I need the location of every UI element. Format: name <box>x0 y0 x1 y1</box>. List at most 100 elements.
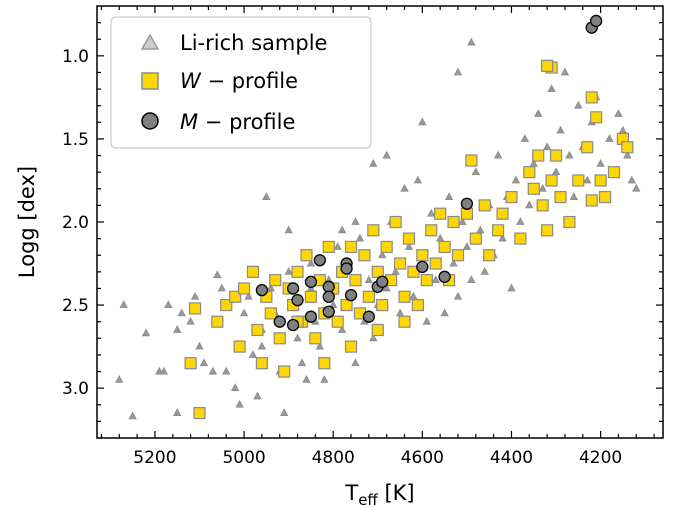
li-rich-point <box>511 175 521 184</box>
li-rich-point <box>453 67 463 76</box>
li-rich-point <box>547 84 556 92</box>
x-tick-label: 5200 <box>133 448 176 468</box>
w-profile-point <box>193 406 206 420</box>
w-profile-point <box>273 332 286 345</box>
li-rich-point <box>297 358 307 367</box>
li-rich-point <box>208 366 218 375</box>
w-profile-point <box>438 240 451 254</box>
li-rich-point <box>444 192 454 200</box>
li-rich-point <box>569 192 579 200</box>
li-rich-point <box>315 341 325 350</box>
w-profile-point <box>322 240 335 254</box>
m-profile-point <box>255 283 269 297</box>
w-profile-point <box>233 340 246 353</box>
y-axis-ticks: 1.0 1.5 2.0 2.5 3.0 <box>62 22 663 422</box>
w-profile-point <box>411 298 424 312</box>
m-profile-point <box>322 305 335 318</box>
li-rich-point <box>574 100 583 109</box>
li-rich-point <box>257 341 267 350</box>
li-rich-point <box>217 283 226 292</box>
li-rich-point <box>369 333 378 342</box>
w-profile-point <box>309 332 322 345</box>
li-rich-point <box>337 325 347 333</box>
m-profile-point <box>304 310 318 323</box>
x-tick-label: 5000 <box>222 448 265 468</box>
li-rich-point <box>409 291 418 300</box>
w-profile-point <box>527 182 540 195</box>
li-rich-point <box>427 208 436 217</box>
li-rich-point <box>306 258 316 267</box>
m-profile-point <box>340 262 353 275</box>
w-profile-point <box>541 224 554 237</box>
w-profile-point <box>478 199 491 212</box>
li-rich-point <box>583 175 592 184</box>
w-profile-point <box>585 91 598 104</box>
legend-label-m: M − profile <box>180 110 295 134</box>
legend-label-w: W − profile <box>180 69 298 93</box>
li-rich-point <box>556 125 565 134</box>
m-profile-point <box>344 288 358 302</box>
li-rich-point <box>627 175 636 184</box>
m-profile-point <box>438 270 451 283</box>
w-profile-point <box>594 174 607 187</box>
w-profile-point <box>590 111 603 124</box>
m-profile-point <box>416 260 429 274</box>
li-rich-point <box>115 375 124 383</box>
li-rich-point <box>418 117 427 126</box>
li-rich-point <box>618 125 628 134</box>
li-rich-point <box>333 242 342 250</box>
li-rich-point <box>284 267 293 275</box>
m-profile-point <box>460 197 474 210</box>
li-rich-point <box>413 175 423 184</box>
li-rich-point <box>440 308 449 317</box>
legend-marker-w <box>141 72 159 90</box>
w-profile-point <box>380 240 393 254</box>
w-profile-point <box>362 290 375 303</box>
w-profile-point <box>184 357 197 370</box>
w-profile-point <box>389 215 402 229</box>
li-rich-point <box>476 225 485 234</box>
li-rich-point <box>159 366 169 375</box>
w-profile-point <box>545 174 558 187</box>
li-rich-point <box>199 358 209 367</box>
w-profile-point <box>371 265 384 278</box>
w-profile-point <box>255 357 268 370</box>
li-rich-point <box>520 134 530 142</box>
x-axis-label: Teff [K] <box>344 481 414 507</box>
legend-marker-m <box>141 112 159 130</box>
w-profile-point <box>349 274 362 287</box>
y-tick-label: 2.5 <box>62 296 89 316</box>
li-rich-point <box>400 183 409 192</box>
y-tick-label: 2.0 <box>62 213 89 233</box>
li-rich-point <box>538 183 547 192</box>
w-profile-point <box>496 207 509 220</box>
w-profile-point <box>398 315 411 328</box>
w-profile-point <box>492 224 505 237</box>
li-rich-point <box>395 308 405 317</box>
w-profile-point <box>393 257 407 270</box>
w-profile-point <box>469 232 482 245</box>
w-profile-point <box>523 166 536 179</box>
w-profile-point <box>598 190 612 204</box>
li-rich-point <box>525 200 534 209</box>
w-profile-point <box>581 141 594 154</box>
li-rich-point <box>467 275 476 284</box>
li-rich-point <box>248 350 258 358</box>
w-profile-point <box>237 282 251 295</box>
w-profile-point <box>246 265 260 278</box>
w-profile-point <box>563 215 576 229</box>
w-profile-point <box>607 166 621 179</box>
w-profile-point <box>554 190 567 204</box>
li-rich-point <box>614 109 623 117</box>
li-rich-point <box>364 275 374 284</box>
li-rich-point <box>230 383 240 392</box>
w-profile-point <box>304 290 318 303</box>
w-profile-point <box>585 194 598 207</box>
w-profile-point <box>505 190 518 204</box>
li-rich-point <box>320 375 329 383</box>
li-rich-point <box>177 308 186 317</box>
w-profile-point <box>344 340 358 353</box>
li-rich-point <box>355 233 365 242</box>
w-profile-point <box>541 59 554 72</box>
li-rich-point <box>431 275 440 284</box>
